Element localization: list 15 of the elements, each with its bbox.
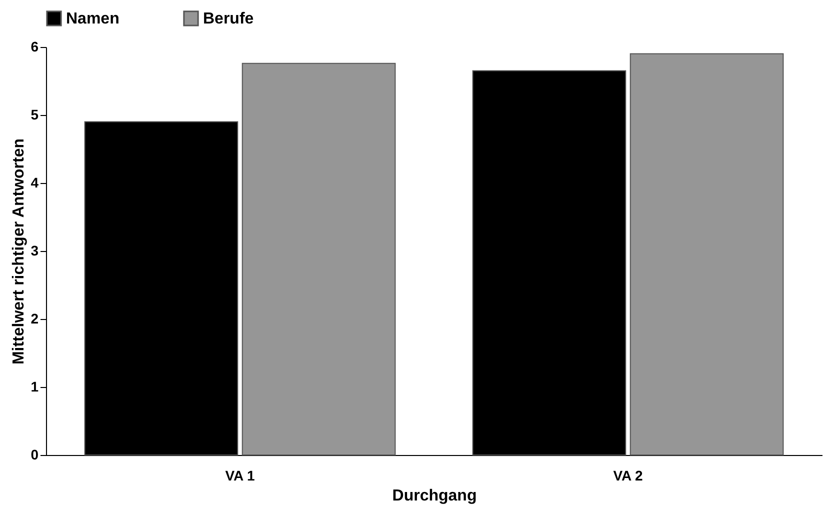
y-tick-label: 2 [30, 310, 39, 326]
bar [242, 62, 396, 456]
legend-label: Berufe [203, 10, 254, 28]
bar [630, 53, 784, 456]
y-axis-title: Mittelwert richtiger Antworten [10, 138, 28, 365]
y-tick-label: 4 [30, 174, 39, 190]
y-tick-label: 1 [30, 378, 39, 394]
y-tick-label: 5 [30, 106, 39, 122]
y-tick-label: 3 [30, 242, 39, 258]
y-tick-label: 6 [30, 38, 39, 54]
y-tick-label: 0 [30, 446, 39, 462]
x-axis-title: Durchgang [392, 488, 477, 504]
legend-label: Namen [66, 10, 120, 28]
x-tick-label: VA 1 [225, 468, 255, 484]
x-tick-label: VA 2 [613, 468, 643, 484]
